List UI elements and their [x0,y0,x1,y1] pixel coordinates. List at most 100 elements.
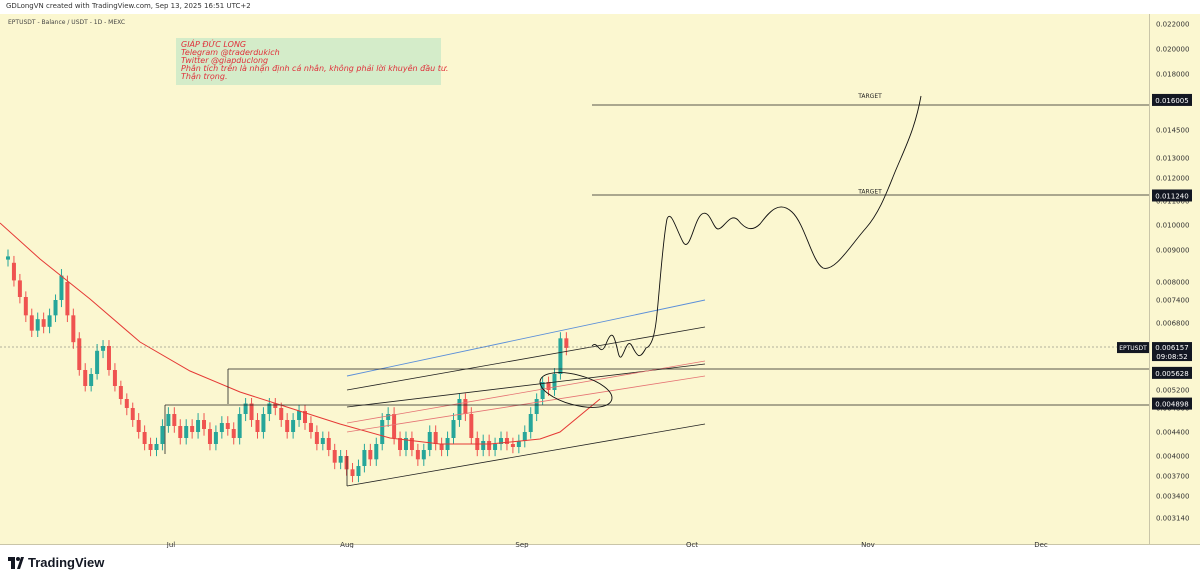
candle-body [344,456,349,470]
candle-body [499,438,504,444]
candle-body [463,399,468,414]
credit-text: GDLongVN created with TradingView.com, S… [6,2,251,10]
price-label-target-2: 0.011240 [1155,192,1188,200]
x-tick-label-nov: Nov [861,541,875,548]
candle-body [83,370,88,386]
candle-body [528,414,533,432]
candle-body [89,374,94,386]
candle-body [17,280,22,297]
candle-body [386,414,391,420]
channel-mid-line-2 [346,375,706,433]
candle-body [374,444,379,460]
candle-body [41,319,46,327]
candle-body [285,420,290,432]
highlight-ellipse [539,372,613,408]
candle-body [196,420,201,432]
note-line-caution: Thận trọng. [181,72,228,81]
y-tick-label-4: 0.014500 [1156,127,1189,135]
credit-bar: GDLongVN created with TradingView.com, S… [0,0,1200,14]
current-price-label: 0.006157 [1155,344,1188,352]
note-line-disclaimer: Phân tích trên là nhận định cá nhân, khô… [181,64,449,73]
candle-body [207,429,212,444]
moving-average-line [0,222,601,445]
y-tick-label-1: 0.020000 [1156,46,1189,54]
candle-body [130,408,135,420]
price-label-level-2-bg [1152,397,1192,410]
x-tick-label-sep: Sep [515,541,529,548]
projected-price-path [591,95,922,358]
candle-body [338,456,343,463]
candle-body [380,420,385,444]
candle-body [469,414,474,438]
tradingview-brand[interactable]: TradingView [28,555,105,570]
candle-body [225,423,230,429]
candle-body [11,262,16,281]
candle-body [29,315,34,331]
candle-body [136,420,141,432]
price-label-target-1: 0.016005 [1155,97,1188,105]
candle-body [267,403,272,414]
y-tick-label-6: 0.012000 [1156,175,1189,183]
price-chart[interactable]: 0.0220000.0200000.0180000.0160000.014500… [0,14,1200,548]
candle-body [362,450,367,466]
y-tick-label-15: 0.005200 [1156,387,1189,395]
price-label-target-2-bg [1152,189,1192,202]
x-tick-label-aug: Aug [340,541,354,548]
symbol-name-tag: EPTUSDT [1119,345,1147,352]
candle-body [398,438,403,450]
candle-body [273,403,278,408]
candle-body [190,426,195,432]
y-tick-label-19: 0.003700 [1156,473,1189,481]
candle-body [510,444,515,447]
candle-body [415,450,420,460]
x-tick-label-oct: Oct [686,541,698,548]
candle-body [504,438,509,444]
candle-body [314,432,319,444]
x-tick-label-jul: Jul [166,541,176,548]
candle-body [148,444,153,450]
price-label-level-1: 0.005628 [1155,370,1188,378]
candle-body [23,297,28,316]
candle-body [59,275,64,300]
x-tick-label-dec: Dec [1034,541,1048,548]
candle-body [172,414,177,426]
target-label-0: TARGET [857,93,882,100]
candle-body [326,438,331,450]
candle-body [439,444,444,450]
candle-body [392,414,397,438]
candle-body [118,386,123,399]
candle-body [178,426,183,438]
candle-body [219,423,224,432]
candle-body [231,429,236,438]
tradingview-logo-icon[interactable] [8,556,24,570]
candle-body [546,382,551,390]
y-tick-label-0: 0.022000 [1156,21,1189,29]
y-tick-label-21: 0.003140 [1156,515,1189,523]
symbol-info: EPTUSDT - Balance / USDT - 1D - MEXC [8,19,126,26]
y-tick-label-5: 0.013000 [1156,155,1189,163]
candle-body [303,411,307,423]
channel-lower-line [346,423,706,487]
channel-line-2 [346,326,706,391]
candle-body [71,315,76,343]
candle-body [53,300,58,316]
note-line-author: GIÁP ĐỨC LONG [181,40,247,49]
candle-body [451,420,456,438]
candle-body [142,432,147,444]
candle-body [320,438,325,444]
candle-body [6,256,10,260]
candles-group [6,249,569,483]
candle-body [65,282,70,316]
candle-body [35,319,40,331]
price-label-target-1-bg [1152,93,1192,106]
candle-body [481,441,486,450]
candle-body [564,338,569,348]
y-tick-label-11: 0.007400 [1156,297,1189,305]
candle-body [421,450,426,460]
candle-body [279,408,284,420]
candle-body [516,441,521,447]
candle-body [77,338,82,370]
candle-body [47,315,52,327]
y-tick-label-10: 0.008000 [1156,279,1189,287]
candle-body [154,444,159,450]
